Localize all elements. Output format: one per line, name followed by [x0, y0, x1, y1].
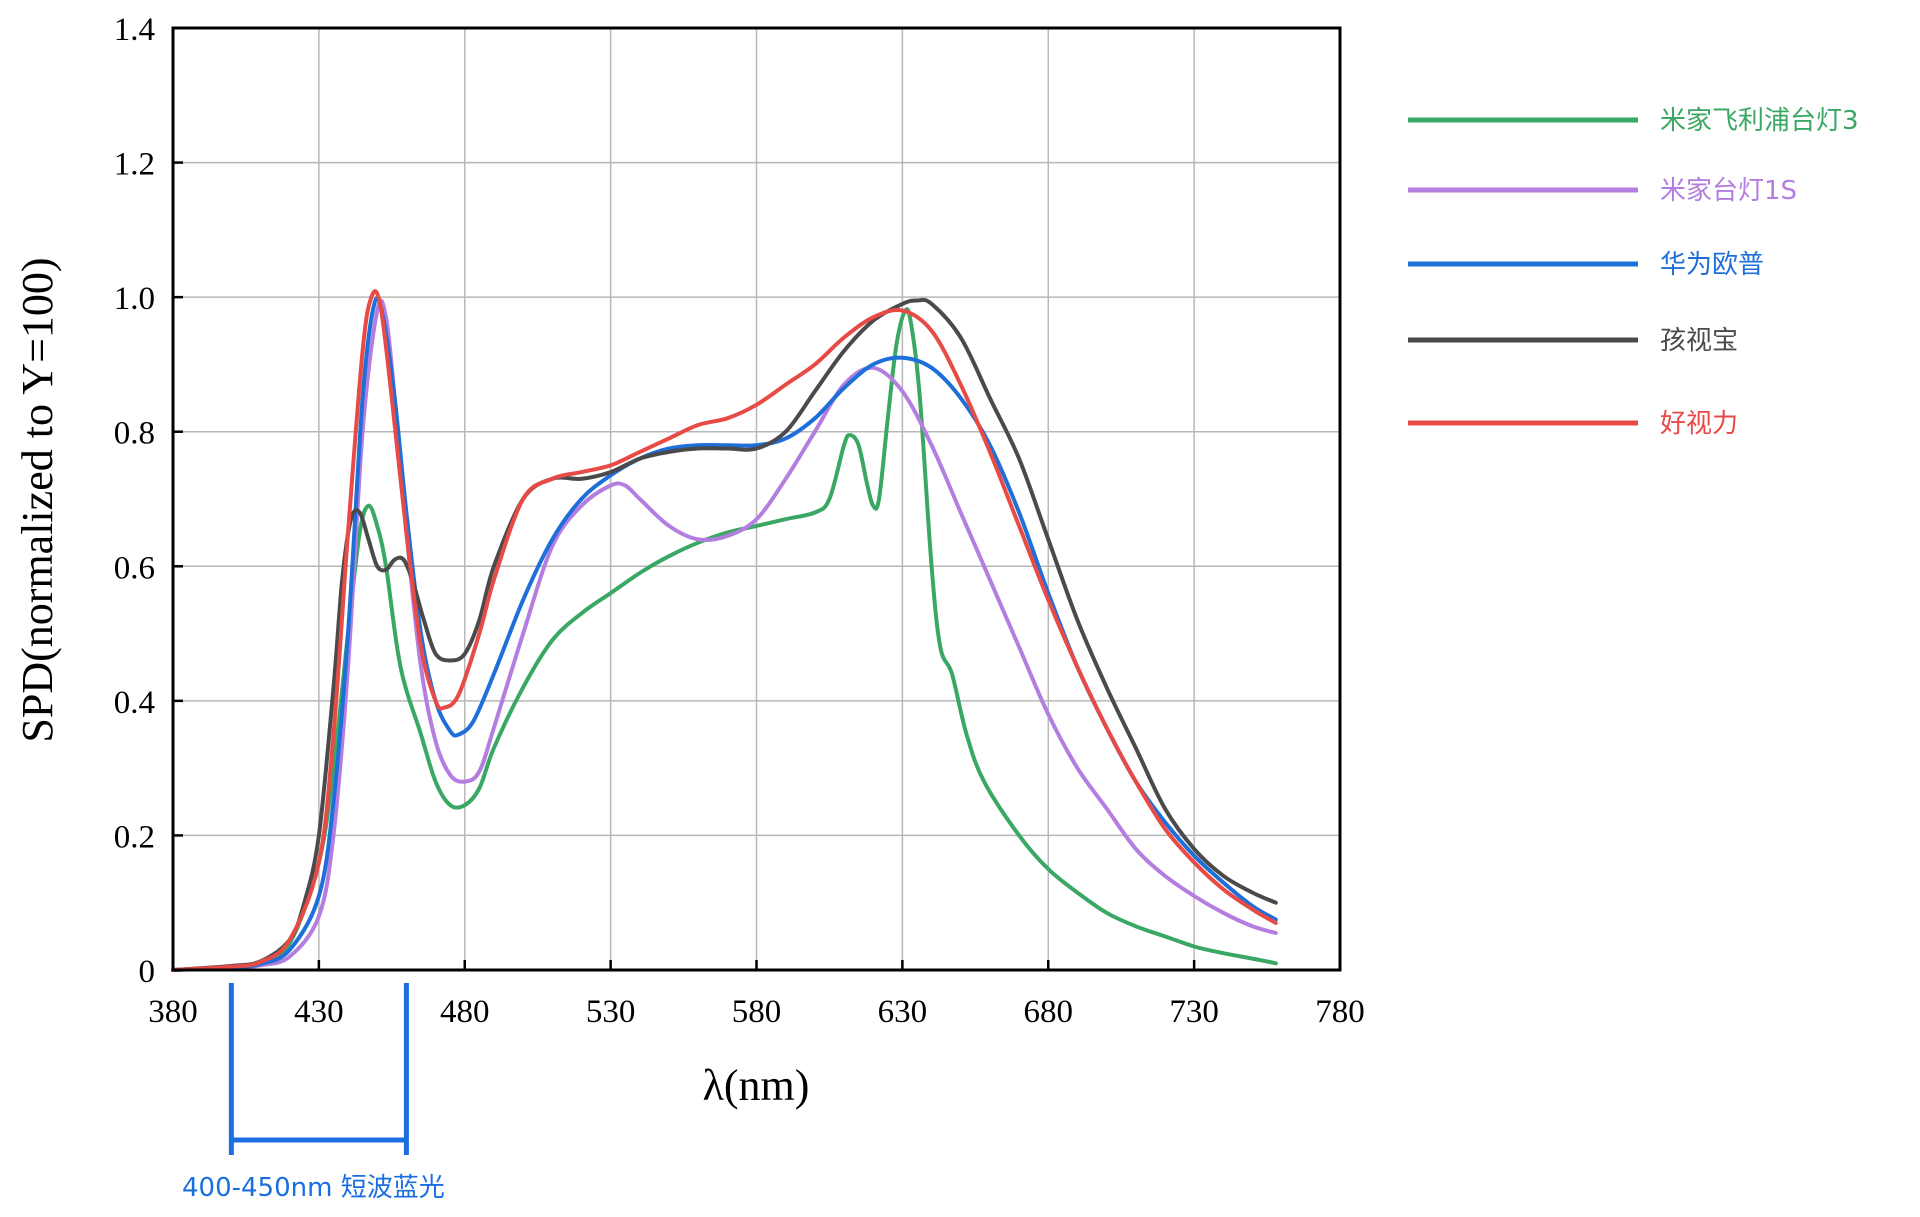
- range-bracket: [228, 983, 409, 1155]
- legend-label: 米家飞利浦台灯3: [1660, 106, 1859, 136]
- legend-label: 华为欧普: [1660, 250, 1764, 280]
- y-tick-label: 0.4: [114, 685, 155, 721]
- y-tick-label: 0: [139, 954, 156, 990]
- x-tick-label: 380: [148, 994, 198, 1030]
- y-axis-title: SPD(normalized to Y=100): [13, 257, 62, 742]
- range-annotation-label: 400-450nm 短波蓝光: [182, 1173, 445, 1203]
- x-tick-label: 430: [294, 994, 344, 1030]
- y-tick-label: 0.6: [114, 550, 155, 586]
- series-line-5: [171, 289, 1278, 972]
- legend-label: 孩视宝: [1660, 326, 1738, 356]
- x-axis-title: λ(nm): [703, 1061, 810, 1110]
- series-line-1: [171, 307, 1278, 972]
- x-tick-label: 730: [1169, 994, 1219, 1030]
- x-tick-label: 630: [878, 994, 928, 1030]
- y-tick-label: 1.4: [114, 12, 155, 48]
- y-tick-label: 1.2: [114, 147, 155, 183]
- x-tick-label: 530: [586, 994, 636, 1030]
- tick-labels: 380 430 480 530 580 630 680 730 780 0 0.2 0.4 0.6 0.8…: [114, 12, 1365, 1030]
- y-tick-label: 1.0: [114, 281, 155, 317]
- x-tick-label: 780: [1315, 994, 1365, 1030]
- y-tick-label: 0.2: [114, 819, 155, 855]
- x-tick-label: 680: [1024, 994, 1074, 1030]
- x-tick-label: 580: [732, 994, 782, 1030]
- y-tick-label: 0.8: [114, 416, 155, 452]
- x-tick-label: 480: [440, 994, 490, 1030]
- series-line-4: [171, 297, 1278, 972]
- series-lines: [171, 289, 1278, 972]
- legend-label: 米家台灯1S: [1660, 176, 1797, 206]
- wavelength-range-annotation: 400-450nm 短波蓝光: [182, 983, 445, 1203]
- legend-label: 好视力: [1660, 409, 1738, 439]
